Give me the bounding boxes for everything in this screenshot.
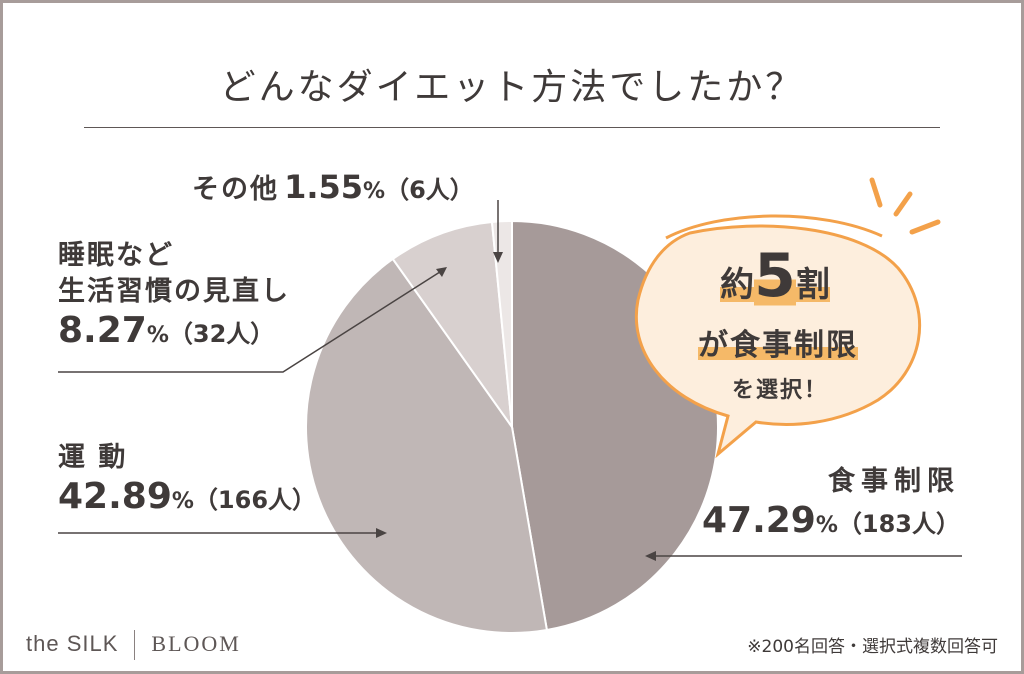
leader-lifestyle xyxy=(58,269,444,373)
label-exercise-count: （166人） xyxy=(193,486,317,514)
footnote: ※200名回答・選択式複数回答可 xyxy=(747,637,998,657)
pie-slice-3 xyxy=(490,219,513,428)
arrow-other xyxy=(493,252,503,263)
label-other-count: （6人） xyxy=(385,176,474,204)
label-other-pct: 1.55% xyxy=(284,168,386,206)
label-food-pct: 47.29% xyxy=(701,500,838,541)
chart-title: どんなダイエット方法でしたか？ xyxy=(219,67,805,108)
emphasis-marks xyxy=(869,177,941,235)
label-exercise-name: 運 動 xyxy=(58,442,128,473)
callout-suffix: 割 xyxy=(795,265,830,305)
title-divider xyxy=(84,127,940,128)
label-lifestyle-count: （32人） xyxy=(168,320,275,348)
callout-prefix: 約 xyxy=(720,265,755,305)
label-lifestyle-pct: 8.27% xyxy=(58,310,169,351)
label-other-name: その他 xyxy=(192,174,279,205)
arrow-food xyxy=(645,551,656,561)
label-food-name: 食事制限 xyxy=(828,466,960,497)
label-lifestyle-name-2: 生活習慣の見直し xyxy=(58,276,290,307)
pie-slice-1 xyxy=(305,257,549,634)
label-lifestyle-name-1: 睡眠など xyxy=(58,240,174,271)
label-exercise: 運 動 42.89%（166人） xyxy=(58,440,316,523)
label-food-count: （183人） xyxy=(837,510,960,538)
label-lifestyle: 睡眠など 生活習慣の見直し 8.27%（32人） xyxy=(58,238,290,357)
brand-separator xyxy=(134,630,136,660)
label-food: 食事制限 47.29%（183人） xyxy=(702,464,960,547)
callout-number: 5 xyxy=(754,241,796,311)
callout-line-1: 約5割 xyxy=(670,241,880,311)
leader-lines xyxy=(58,200,962,557)
arrow-lifestyle xyxy=(436,267,447,277)
pie-slice-2 xyxy=(391,220,514,431)
label-other: その他 1.55%（6人） xyxy=(192,166,474,213)
brand-left: the SILK xyxy=(26,630,119,656)
brand-right: BLOOM xyxy=(151,630,241,656)
arrow-exercise xyxy=(376,528,387,538)
label-exercise-pct: 42.89% xyxy=(58,476,194,517)
brand-logo: the SILK BLOOM xyxy=(26,630,241,660)
callout-line-2: が食事制限 xyxy=(698,328,858,363)
callout-line-3: を選択！ xyxy=(731,378,828,403)
